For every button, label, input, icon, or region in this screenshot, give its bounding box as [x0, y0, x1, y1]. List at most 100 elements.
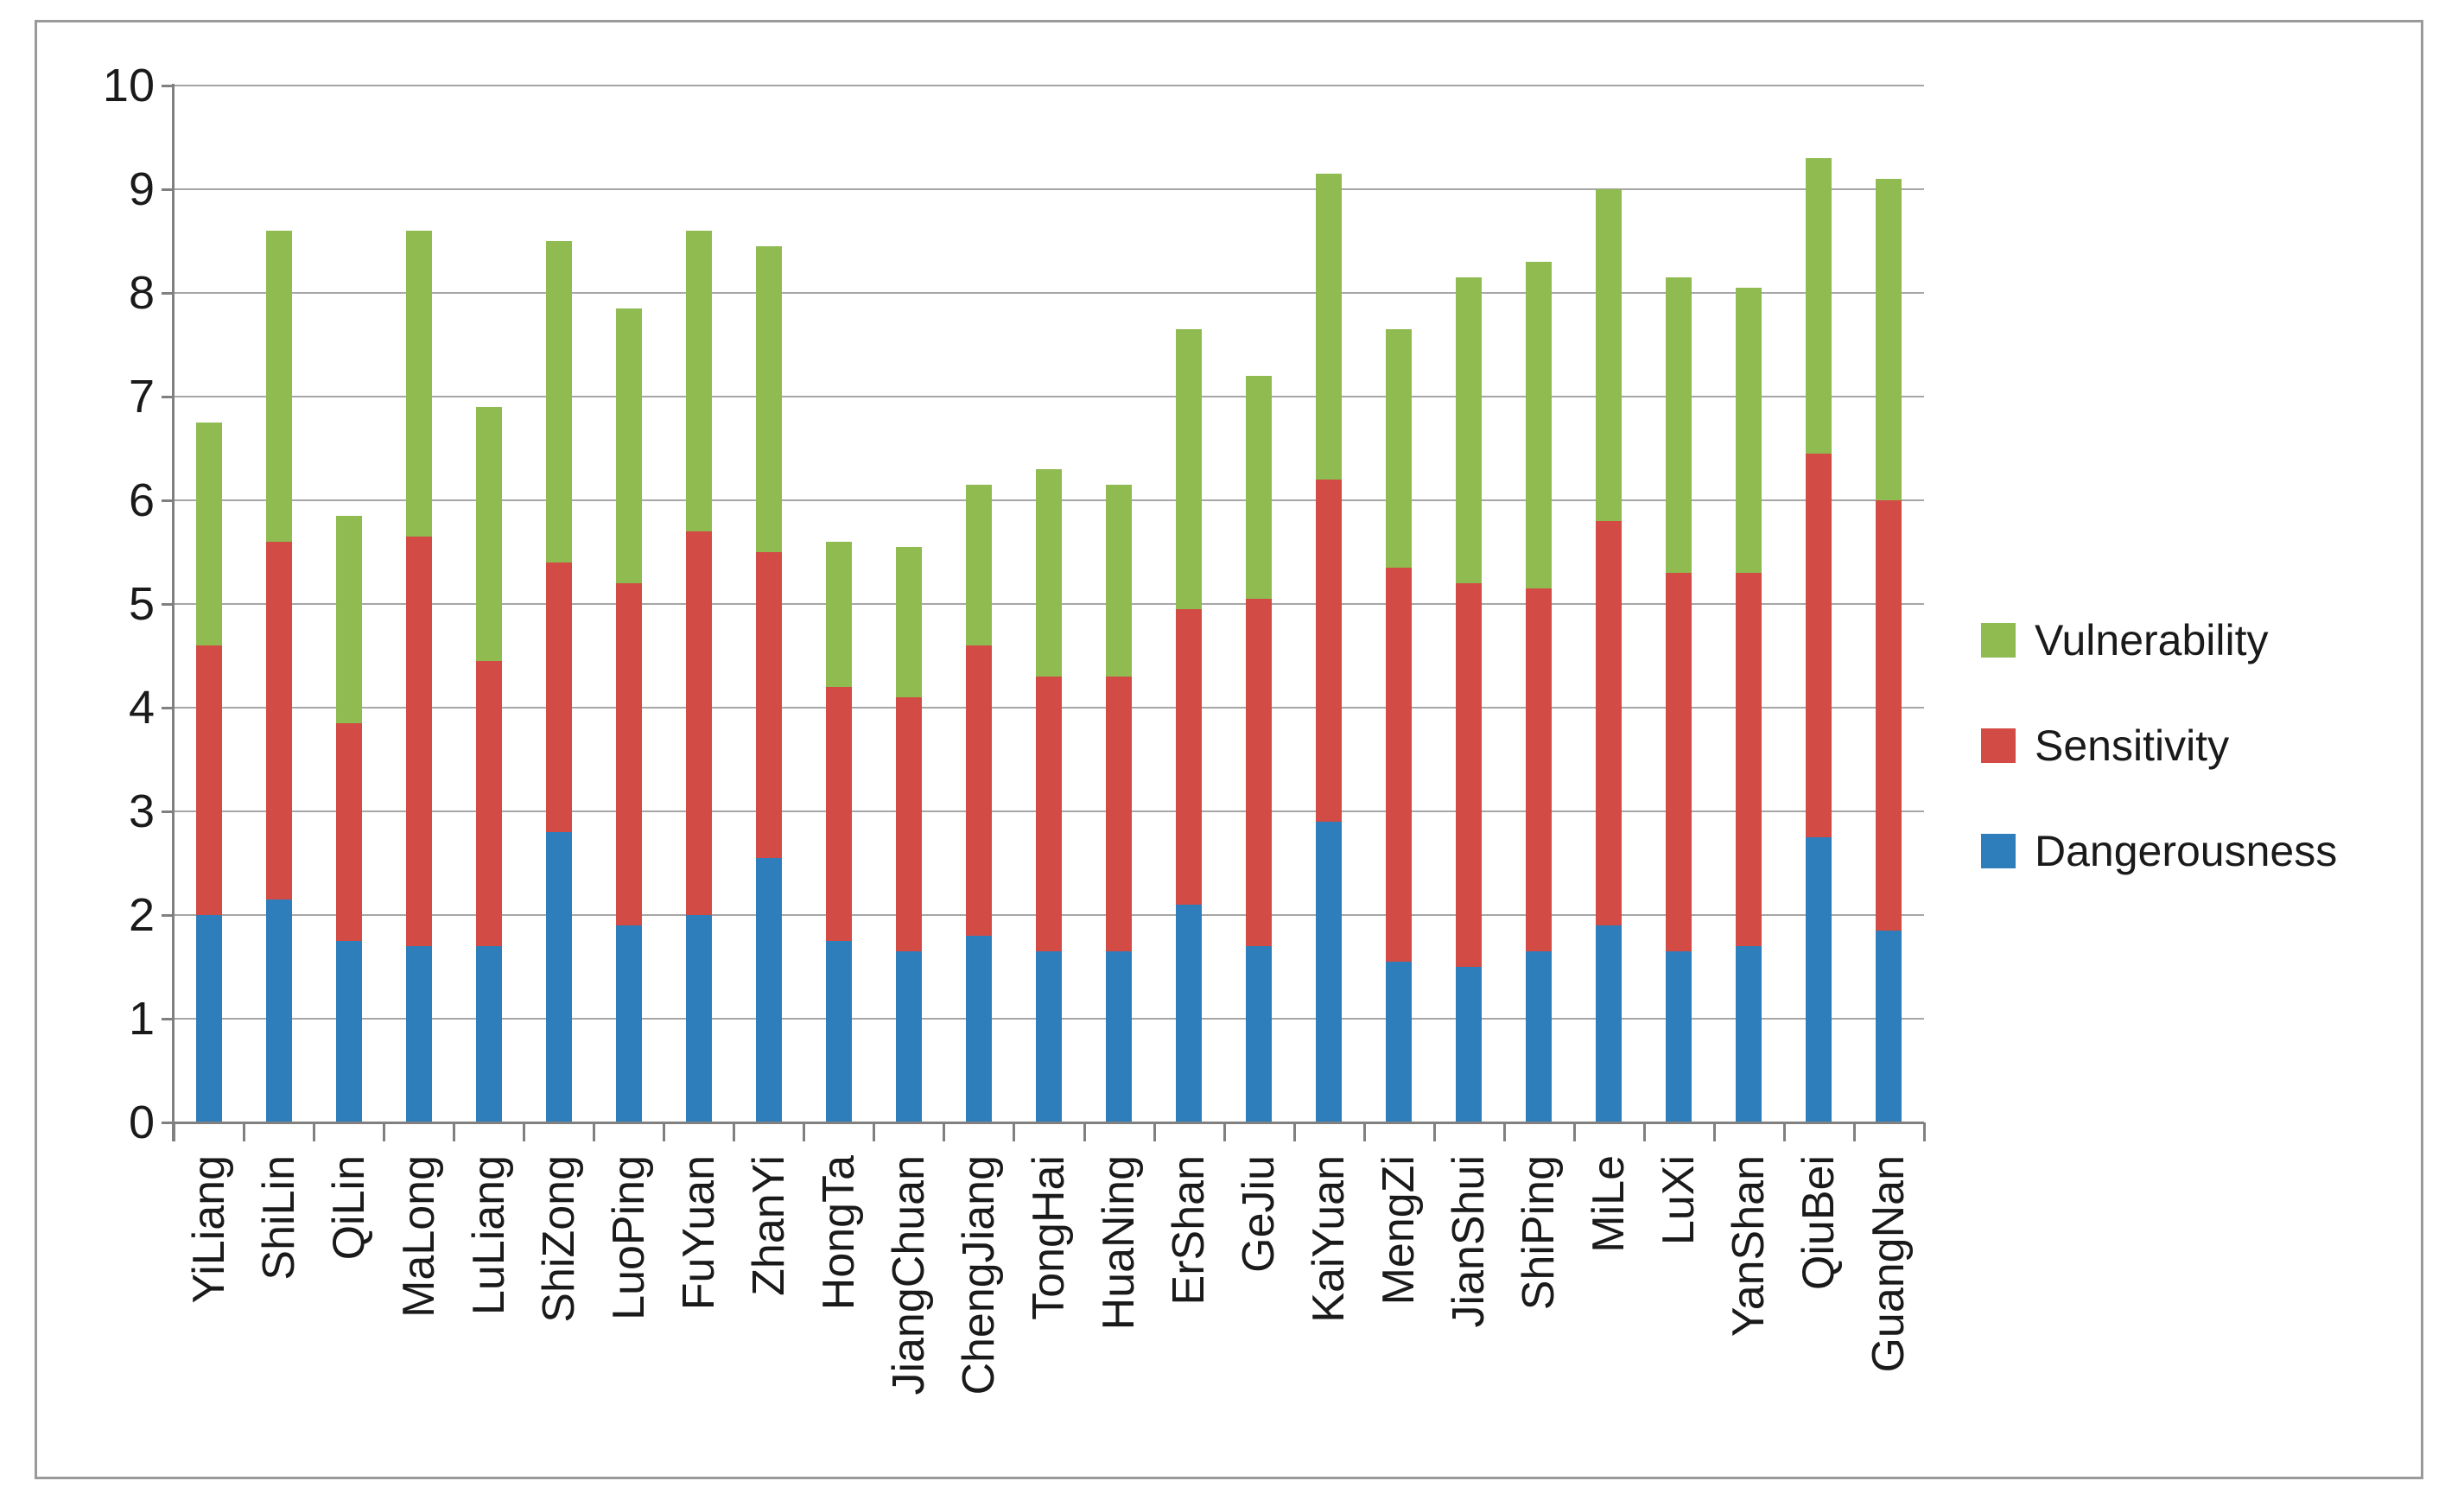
bar-segment-dangerousness — [265, 899, 292, 1122]
y-tick-label: 8 — [128, 267, 155, 319]
y-tick-label: 10 — [102, 60, 155, 111]
bar-segment-sensitivity — [405, 537, 432, 946]
x-category-label: MiLe — [1584, 1155, 1635, 1253]
bar-segment-vulnerability — [615, 308, 642, 583]
bar-segment-dangerousness — [475, 946, 502, 1122]
x-category-label: ChengJiang — [953, 1155, 1004, 1395]
legend-swatch-dangerousness — [1981, 834, 2016, 868]
x-axis-line — [162, 1122, 1924, 1124]
legend-label: Vulnerability — [2035, 616, 2269, 664]
x-category-label: FuYuan — [673, 1155, 724, 1311]
bar-segment-sensitivity — [685, 531, 712, 915]
bar-segment-vulnerability — [1176, 329, 1203, 609]
bar-segment-sensitivity — [1666, 573, 1692, 951]
y-tick-label: 6 — [128, 474, 155, 526]
x-tick — [733, 1122, 736, 1141]
bar-segment-sensitivity — [615, 583, 642, 925]
bar-segment-sensitivity — [825, 687, 852, 941]
x-tick — [383, 1122, 386, 1141]
bar-segment-dangerousness — [1246, 946, 1273, 1122]
bar-segment-vulnerability — [405, 231, 432, 537]
y-tick — [162, 85, 174, 87]
bar-segment-sensitivity — [1036, 677, 1062, 951]
bar-segment-vulnerability — [825, 542, 852, 687]
x-tick — [1153, 1122, 1156, 1141]
x-category-label: KaiYuan — [1304, 1155, 1355, 1323]
bar-segment-dangerousness — [1386, 962, 1413, 1122]
y-axis-line — [172, 84, 175, 1141]
bar-segment-sensitivity — [1246, 599, 1273, 946]
y-tick — [162, 603, 174, 606]
x-tick — [1292, 1122, 1296, 1141]
bar-segment-vulnerability — [1456, 277, 1483, 583]
x-category-label: TongHai — [1024, 1155, 1074, 1320]
x-tick — [1362, 1122, 1366, 1141]
bar-segment-sensitivity — [1526, 588, 1553, 951]
x-category-label: MaLong — [393, 1155, 444, 1318]
x-category-label: ShiZong — [533, 1155, 584, 1323]
x-tick — [1502, 1122, 1506, 1141]
legend-swatch-vulnerability — [1981, 623, 2016, 658]
bar-segment-sensitivity — [475, 661, 502, 946]
bar-segment-vulnerability — [195, 423, 222, 645]
x-tick — [1642, 1122, 1646, 1141]
chart-frame: 0 1 2 3 4 5 6 7 8 9 10 YiLiang ShiLin QiLin MaLong LuLi… — [35, 20, 2423, 1479]
bar-segment-vulnerability — [475, 407, 502, 661]
legend-item: Vulnerability — [1981, 616, 2269, 664]
y-tick-label: 0 — [128, 1096, 155, 1148]
x-category-label: YiLiang — [183, 1155, 234, 1304]
x-category-label: LuLiang — [463, 1155, 514, 1316]
x-tick — [943, 1122, 946, 1141]
y-tick-label: 2 — [128, 889, 155, 941]
bar-segment-sensitivity — [335, 723, 362, 941]
x-category-label: QiLin — [323, 1155, 374, 1261]
bar-segment-dangerousness — [1806, 837, 1832, 1122]
bar-segment-dangerousness — [335, 941, 362, 1122]
y-tick-label: 9 — [128, 163, 155, 215]
x-tick — [1923, 1122, 1926, 1141]
bar-segment-sensitivity — [1806, 454, 1832, 837]
x-category-label: LuXi — [1654, 1155, 1705, 1246]
x-tick — [1712, 1122, 1716, 1141]
bar-segment-dangerousness — [755, 858, 782, 1122]
bar-segment-vulnerability — [965, 485, 992, 645]
x-category-label: ErShan — [1164, 1155, 1215, 1306]
x-category-label: JianShui — [1444, 1155, 1495, 1328]
bar-segment-dangerousness — [1876, 931, 1902, 1122]
y-tick — [162, 396, 174, 398]
legend-label: Sensitivity — [2035, 721, 2230, 770]
bar-segment-dangerousness — [1456, 967, 1483, 1122]
bar-segment-vulnerability — [1106, 485, 1133, 677]
bar-segment-vulnerability — [685, 231, 712, 531]
x-category-label: HuaNing — [1094, 1155, 1145, 1331]
legend-label: Dangerousness — [2035, 827, 2338, 875]
bar-segment-vulnerability — [1526, 262, 1553, 588]
bar-segment-dangerousness — [1036, 951, 1062, 1122]
bar-segment-dangerousness — [825, 941, 852, 1122]
bar-segment-dangerousness — [1176, 905, 1203, 1122]
bar-segment-dangerousness — [545, 832, 572, 1122]
y-tick-label: 4 — [128, 682, 155, 734]
bar-segment-vulnerability — [1736, 288, 1762, 573]
bar-segment-dangerousness — [965, 936, 992, 1122]
bar-segment-vulnerability — [895, 547, 922, 697]
bar-segment-dangerousness — [615, 925, 642, 1122]
y-tick-label: 5 — [128, 578, 155, 630]
x-category-label: GeJiu — [1234, 1155, 1285, 1273]
x-category-label: ShiPing — [1514, 1155, 1565, 1311]
x-tick — [453, 1122, 456, 1141]
x-category-label: ZhanYi — [743, 1155, 794, 1296]
bar-segment-sensitivity — [1386, 568, 1413, 962]
bar-segment-sensitivity — [265, 542, 292, 899]
x-category-label: HongTa — [813, 1155, 864, 1311]
bar-segment-sensitivity — [1456, 583, 1483, 967]
bar-segment-dangerousness — [405, 946, 432, 1122]
bar-segment-sensitivity — [545, 562, 572, 832]
x-category-label: MengZi — [1374, 1155, 1425, 1306]
x-tick — [313, 1122, 316, 1141]
bar-segment-sensitivity — [1106, 677, 1133, 951]
bar-segment-vulnerability — [265, 231, 292, 542]
y-tick — [162, 188, 174, 191]
bar-segment-sensitivity — [755, 552, 782, 858]
legend-item: Sensitivity — [1981, 721, 2229, 770]
